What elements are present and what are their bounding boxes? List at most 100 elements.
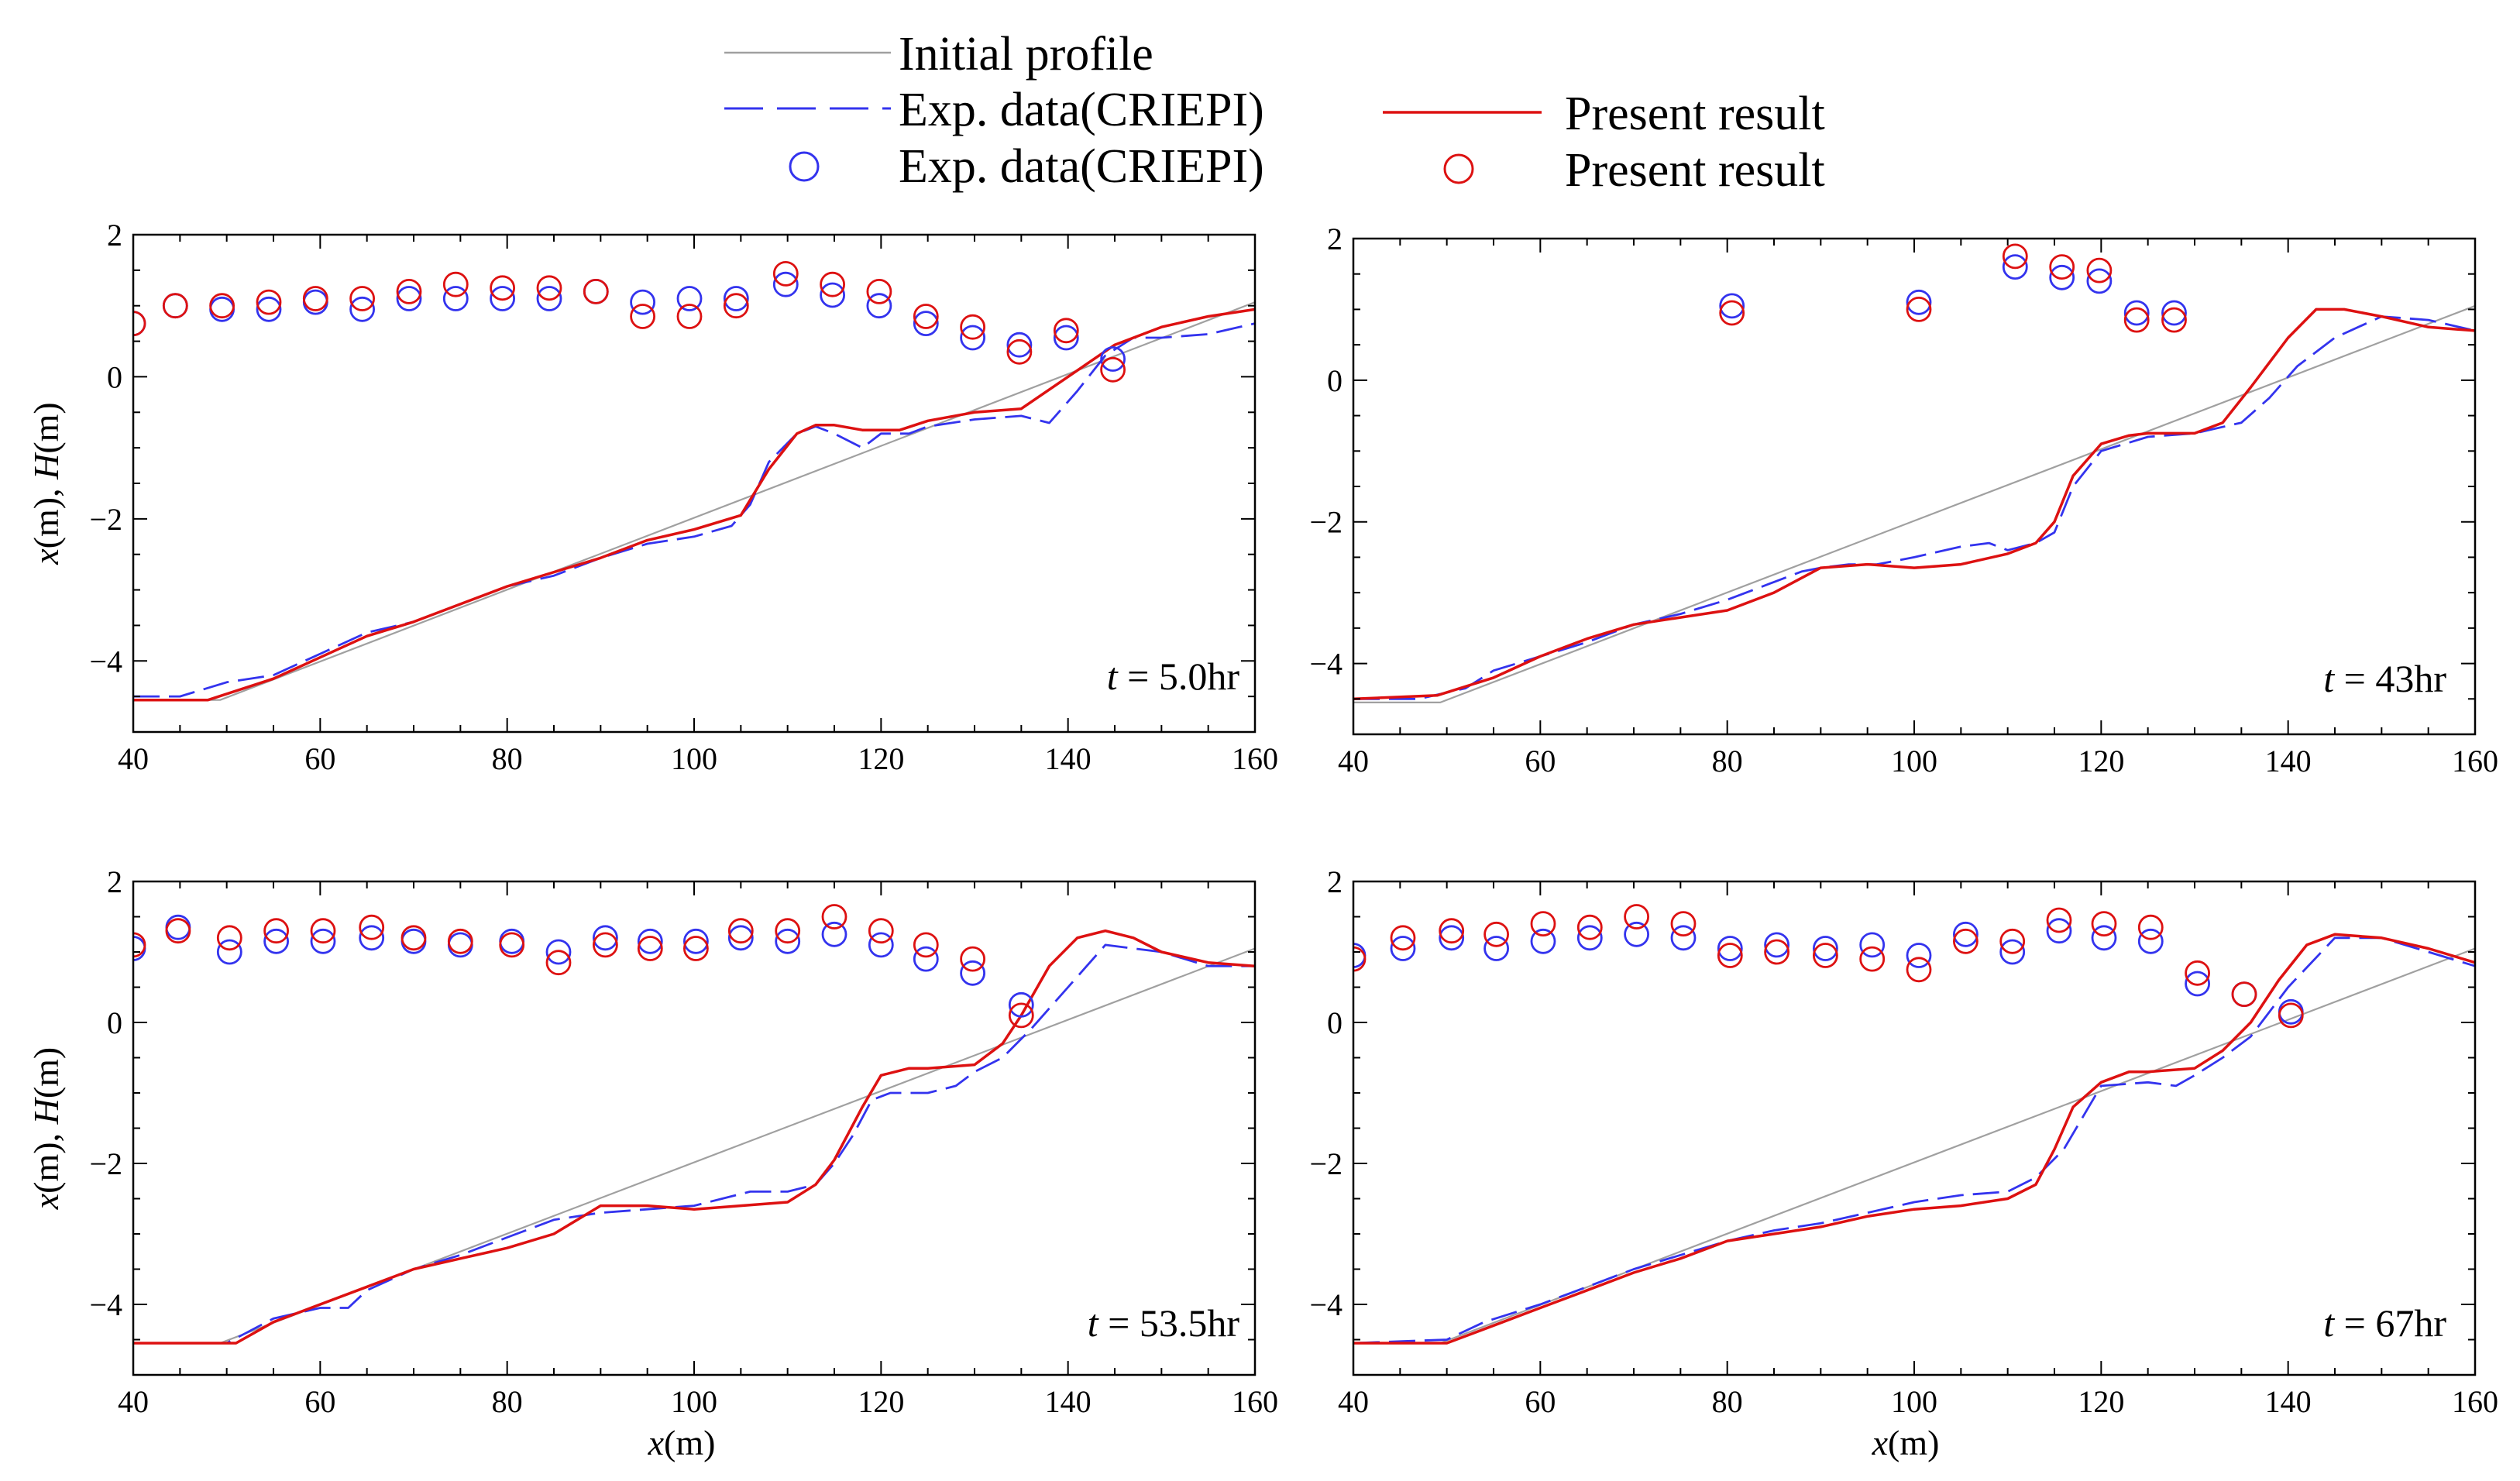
exp-data-marker <box>630 289 655 315</box>
legend-present-marker-label: Present result <box>1565 144 1825 197</box>
exp-data-marker <box>1670 925 1697 951</box>
exp-data-marker <box>775 928 801 954</box>
exp-data-marker <box>913 946 939 972</box>
exp-data-marker <box>1764 932 1790 958</box>
exp-data-marker <box>442 286 469 311</box>
time-label-symbol: t <box>2323 1301 2335 1345</box>
y-tick-label: 0 <box>1327 1005 1343 1040</box>
x-tick-label: 120 <box>858 1384 904 1419</box>
y-tick-label: 2 <box>1327 222 1343 256</box>
y-tick-label: 2 <box>107 218 122 253</box>
exp-data-marker <box>1719 293 1745 319</box>
exp-data-marker <box>683 928 709 954</box>
present-result-marker <box>727 918 754 944</box>
present-result-marker <box>2185 960 2211 986</box>
plot-area <box>1353 243 2475 704</box>
exp-data-marker <box>2091 925 2117 951</box>
present-result-marker <box>1576 914 1603 940</box>
plot-area <box>133 260 1255 702</box>
exp-data-line <box>133 943 1255 1345</box>
exp-data-marker <box>1390 936 1416 961</box>
exp-data-marker <box>727 925 754 951</box>
present-result-marker <box>583 278 609 304</box>
present-result-marker <box>2002 243 2028 270</box>
exp-data-marker <box>1006 332 1033 358</box>
y-tick-label: −2 <box>89 502 122 537</box>
time-label: t = 67hr <box>2323 1301 2446 1345</box>
present-result-marker <box>310 918 336 944</box>
exp-data-marker <box>2185 971 2211 997</box>
present-result-marker <box>165 918 191 944</box>
present-result-marker <box>2091 911 2117 936</box>
present-result-marker <box>2046 907 2072 933</box>
present-result-marker <box>401 925 427 951</box>
exp-data-marker <box>593 925 618 951</box>
present-result-marker <box>216 925 242 951</box>
exp-data-marker <box>536 286 562 311</box>
legend-exp-marker-label: Exp. data(CRIEPI) <box>899 140 1264 193</box>
exp-data-marker <box>2002 254 2028 280</box>
x-tick-label: 160 <box>1232 741 1278 776</box>
exp-data-marker <box>545 939 572 965</box>
x-tick-label: 80 <box>492 1384 523 1419</box>
time-label-value: = 43hr <box>2334 657 2446 700</box>
present-result-marker <box>536 275 562 301</box>
x-tick-label: 120 <box>2078 1384 2124 1419</box>
present-result-marker <box>630 304 655 329</box>
exp-data-marker <box>1717 936 1743 961</box>
present-result-marker <box>1717 943 1743 968</box>
y-tick-label: −2 <box>89 1146 122 1181</box>
y-tick-label: 2 <box>1327 864 1343 899</box>
present-result-marker <box>1719 300 1745 326</box>
y-tick-label: −2 <box>1309 1146 1343 1181</box>
time-label-value: = 5.0hr <box>1118 655 1240 698</box>
present-result-marker <box>960 946 985 972</box>
present-result-marker <box>1439 918 1465 944</box>
exp-data-marker <box>349 296 376 322</box>
present-result-marker <box>676 304 703 329</box>
x-tick-label: 140 <box>1045 741 1092 776</box>
present-result-marker <box>263 918 290 944</box>
x-tick-label: 60 <box>1525 744 1556 778</box>
present-result-marker <box>723 293 749 319</box>
present-result-marker <box>1859 946 1886 972</box>
present-result-marker <box>1053 318 1079 344</box>
present-result-marker <box>913 932 939 958</box>
present-result-marker <box>1670 911 1697 936</box>
exp-data-marker <box>1483 936 1509 961</box>
y-tick-label: 0 <box>1327 363 1343 398</box>
exp-data-marker <box>1576 925 1603 951</box>
exp-data-marker <box>2137 928 2164 954</box>
x-tick-label: 100 <box>1891 744 1937 778</box>
present-result-marker <box>2123 307 2150 333</box>
present-result-marker <box>1483 921 1509 947</box>
time-label-value: = 67hr <box>2334 1301 2446 1345</box>
y-tick-label: 2 <box>107 864 122 899</box>
plot-area <box>133 904 1255 1345</box>
present-result-marker <box>2049 254 2075 280</box>
panel-4: 40 60 80 100 120 140 160 2 0 −2 −4 t = 67hr <box>1309 864 2498 1419</box>
exp-data-marker <box>1812 936 1838 961</box>
x-tick-label: 80 <box>1712 1384 1743 1419</box>
exp-data-marker <box>913 311 939 337</box>
x-tick-label: 40 <box>1338 744 1369 778</box>
present-result-marker <box>545 950 572 976</box>
present-result-marker <box>637 936 663 961</box>
present-result-marker <box>1812 943 1838 968</box>
exp-data-marker <box>1906 289 1932 315</box>
exp-data-marker <box>1999 939 2026 965</box>
legend-initial-label: Initial profile <box>899 28 1153 81</box>
panel-2: 40 60 80 100 120 140 160 2 0 −2 −4 t = 43hr <box>1309 222 2498 778</box>
exp-data-marker <box>2086 268 2113 294</box>
present-result-marker <box>868 918 894 944</box>
exp-data-marker <box>396 286 422 311</box>
x-tick-label: 120 <box>858 741 904 776</box>
present-result-line <box>1353 308 2475 701</box>
y-tick-label: 0 <box>107 359 122 394</box>
x-tick-label: 80 <box>1712 744 1743 778</box>
present-result-marker <box>1008 1002 1034 1029</box>
exp-data-marker <box>960 960 985 986</box>
y-tick-label: −4 <box>1309 1287 1343 1322</box>
x-axis-title-left: x(m) <box>648 1423 716 1462</box>
